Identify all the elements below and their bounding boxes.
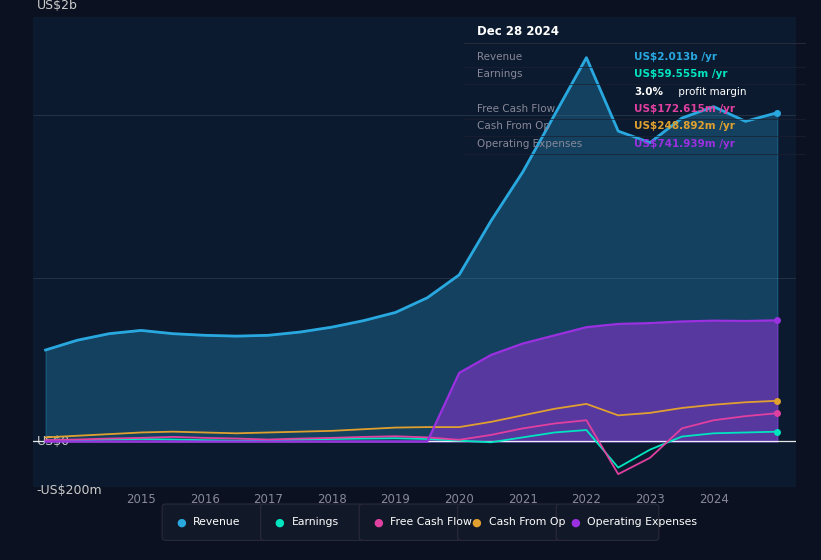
Text: Revenue: Revenue: [193, 517, 241, 527]
Text: US$2.013b /yr: US$2.013b /yr: [635, 52, 718, 62]
Text: ●: ●: [571, 517, 580, 527]
Text: ●: ●: [374, 517, 383, 527]
Text: US$172.615m /yr: US$172.615m /yr: [635, 104, 736, 114]
Text: US$248.892m /yr: US$248.892m /yr: [635, 122, 735, 132]
Text: Dec 28 2024: Dec 28 2024: [478, 25, 559, 38]
Text: ●: ●: [177, 517, 186, 527]
Text: 3.0%: 3.0%: [635, 87, 663, 96]
Text: profit margin: profit margin: [675, 87, 746, 96]
Text: Operating Expenses: Operating Expenses: [478, 139, 583, 149]
Text: US$2b: US$2b: [37, 0, 77, 12]
Text: Earnings: Earnings: [478, 69, 523, 79]
Text: US$741.939m /yr: US$741.939m /yr: [635, 139, 735, 149]
Text: Operating Expenses: Operating Expenses: [588, 517, 697, 527]
Text: US$59.555m /yr: US$59.555m /yr: [635, 69, 727, 79]
Text: Free Cash Flow: Free Cash Flow: [391, 517, 472, 527]
Text: -US$200m: -US$200m: [37, 483, 103, 497]
Text: ●: ●: [275, 517, 284, 527]
Text: Earnings: Earnings: [292, 517, 339, 527]
Text: US$0: US$0: [37, 435, 70, 448]
Text: Free Cash Flow: Free Cash Flow: [478, 104, 556, 114]
Text: Revenue: Revenue: [478, 52, 523, 62]
Text: Cash From Op: Cash From Op: [478, 122, 551, 132]
Text: Cash From Op: Cash From Op: [489, 517, 566, 527]
Text: ●: ●: [472, 517, 481, 527]
